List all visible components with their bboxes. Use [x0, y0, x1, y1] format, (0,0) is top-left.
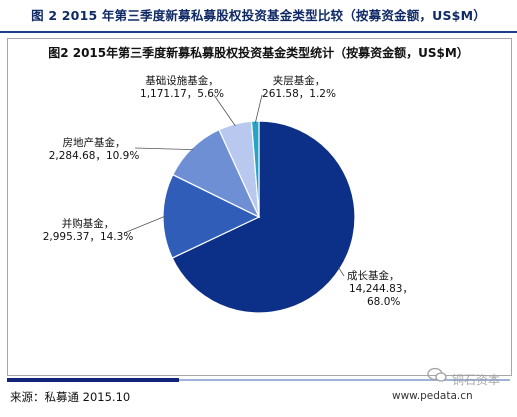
- leader-line-4: [213, 94, 236, 127]
- footer-rule: [179, 379, 510, 381]
- watermark-name: 铜石资本: [452, 373, 501, 387]
- footer-bar: [7, 378, 179, 382]
- slice-label-5: 夹层基金， 261.58，1.2%: [262, 74, 336, 100]
- pie-slice-2: [162, 173, 261, 259]
- slice-labels: 成长基金， 14,244.83， 68.0% 并购基金， 2,995.37，14.3% 房…: [43, 74, 413, 308]
- chart-title: 图2 2015年第三季度新募私募股权投资基金类型统计（按募资金额，US$M）: [48, 46, 469, 60]
- watermark-site: www.pedata.cn: [392, 390, 473, 402]
- pie-slices: [162, 120, 356, 314]
- title-divider: [0, 31, 517, 33]
- slice-label-2: 并购基金， 2,995.37，14.3%: [43, 217, 134, 243]
- leader-line-3: [134, 147, 194, 150]
- slice-label-3: 房地产基金， 2,284.68，10.9%: [49, 136, 140, 162]
- pie-slice-3: [172, 128, 261, 219]
- figure-title: 图 2 2015 年第三季度新募私募股权投资基金类型比较（按募资金额，US$M）: [31, 8, 486, 23]
- leader-line-1: [338, 267, 345, 277]
- slice-label-4: 基础设施基金， 1,171.17，5.6%: [140, 74, 224, 100]
- leader-lines: [123, 94, 345, 277]
- slice-label-1: 成长基金， 14,244.83， 68.0%: [347, 269, 413, 308]
- pie-slice-1: [171, 120, 356, 314]
- source-note: 来源：私募通 2015.10: [10, 390, 131, 404]
- leader-line-5: [254, 94, 263, 124]
- pie-slice-5: [250, 120, 260, 218]
- chat-bubble-icon: [427, 367, 447, 382]
- leader-line-2: [123, 215, 166, 234]
